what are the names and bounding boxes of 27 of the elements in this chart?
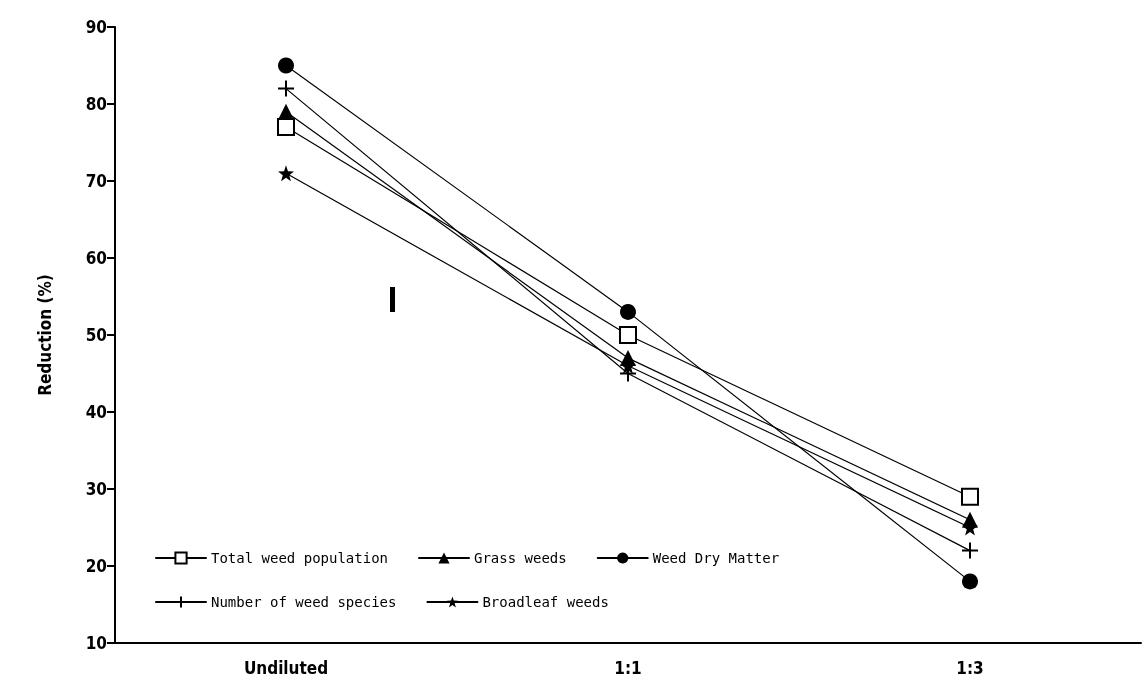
y-tick-label: 40 (85, 402, 107, 422)
point (278, 57, 294, 74)
point (962, 573, 978, 590)
point (961, 541, 979, 560)
legend-label: Weed Dry Matter (652, 550, 780, 566)
y-axis-title: Reduction (%) (34, 274, 55, 396)
legend-label: Number of weed species (211, 594, 397, 610)
legend-label: Grass weeds (474, 550, 567, 566)
y-tick-label: 30 (85, 479, 107, 499)
point (277, 79, 295, 98)
x-tick-label: Undiluted (243, 657, 329, 678)
y-tick-label: 20 (85, 556, 107, 576)
point (620, 303, 636, 320)
y-tick-label: 90 (85, 17, 107, 37)
point (619, 326, 637, 344)
point (278, 165, 294, 182)
y-tick-label: 80 (85, 94, 107, 114)
x-tick-label: 1:1 (614, 657, 642, 678)
point (961, 487, 979, 506)
y-tick-label: 50 (85, 325, 107, 345)
y-tick-label: 10 (85, 633, 107, 653)
point (277, 118, 295, 137)
y-tick-label: 60 (85, 248, 107, 268)
legend-label: Total weed population (211, 550, 389, 566)
legend-label: Broadleaf weeds (482, 594, 609, 610)
y-tick-label: 70 (85, 171, 107, 191)
x-tick-label: 1:3 (956, 657, 984, 678)
